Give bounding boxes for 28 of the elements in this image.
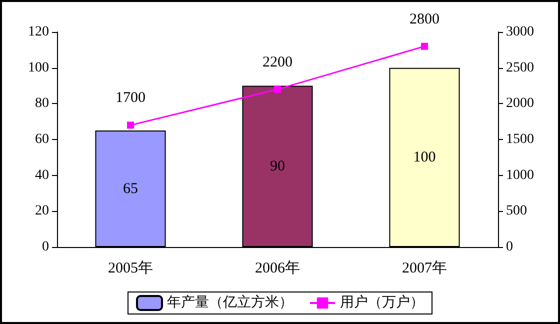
y-tick-label: 80	[35, 96, 49, 112]
y2-tick-label: 2500	[506, 60, 534, 76]
y-tick-label: 40	[35, 168, 49, 183]
legend-label: 用户（万户）	[340, 294, 424, 310]
data-label: 2200	[262, 54, 292, 70]
x-tick-label: 2005年	[108, 260, 153, 276]
y2-tick-label: 0	[506, 240, 513, 254]
y2-tick-label: 500	[506, 204, 527, 219]
y2-tick-label: 1000	[506, 168, 534, 183]
data-label: 2800	[410, 11, 440, 28]
y-tick-label: 60	[35, 132, 49, 147]
y2-tick-label: 1500	[506, 132, 534, 147]
y-tick-label: 100	[28, 60, 49, 76]
data-label: 1700	[116, 90, 146, 106]
point	[421, 42, 428, 50]
x-tick-label: 2007年	[402, 260, 447, 276]
y-tick-label: 0	[42, 240, 49, 254]
point	[274, 86, 281, 93]
y-tick-label: 20	[35, 204, 49, 219]
legend-label: 年产量（亿立方米）	[167, 294, 293, 310]
y-tick-label: 120	[28, 24, 49, 40]
point	[127, 122, 134, 129]
y2-tick-label: 2000	[506, 96, 534, 112]
x-tick-label: 2006年	[255, 260, 300, 276]
y2-tick-label: 3000	[506, 24, 534, 40]
data-label: 65	[123, 180, 138, 197]
data-label: 90	[270, 158, 285, 174]
data-label: 100	[413, 149, 436, 166]
